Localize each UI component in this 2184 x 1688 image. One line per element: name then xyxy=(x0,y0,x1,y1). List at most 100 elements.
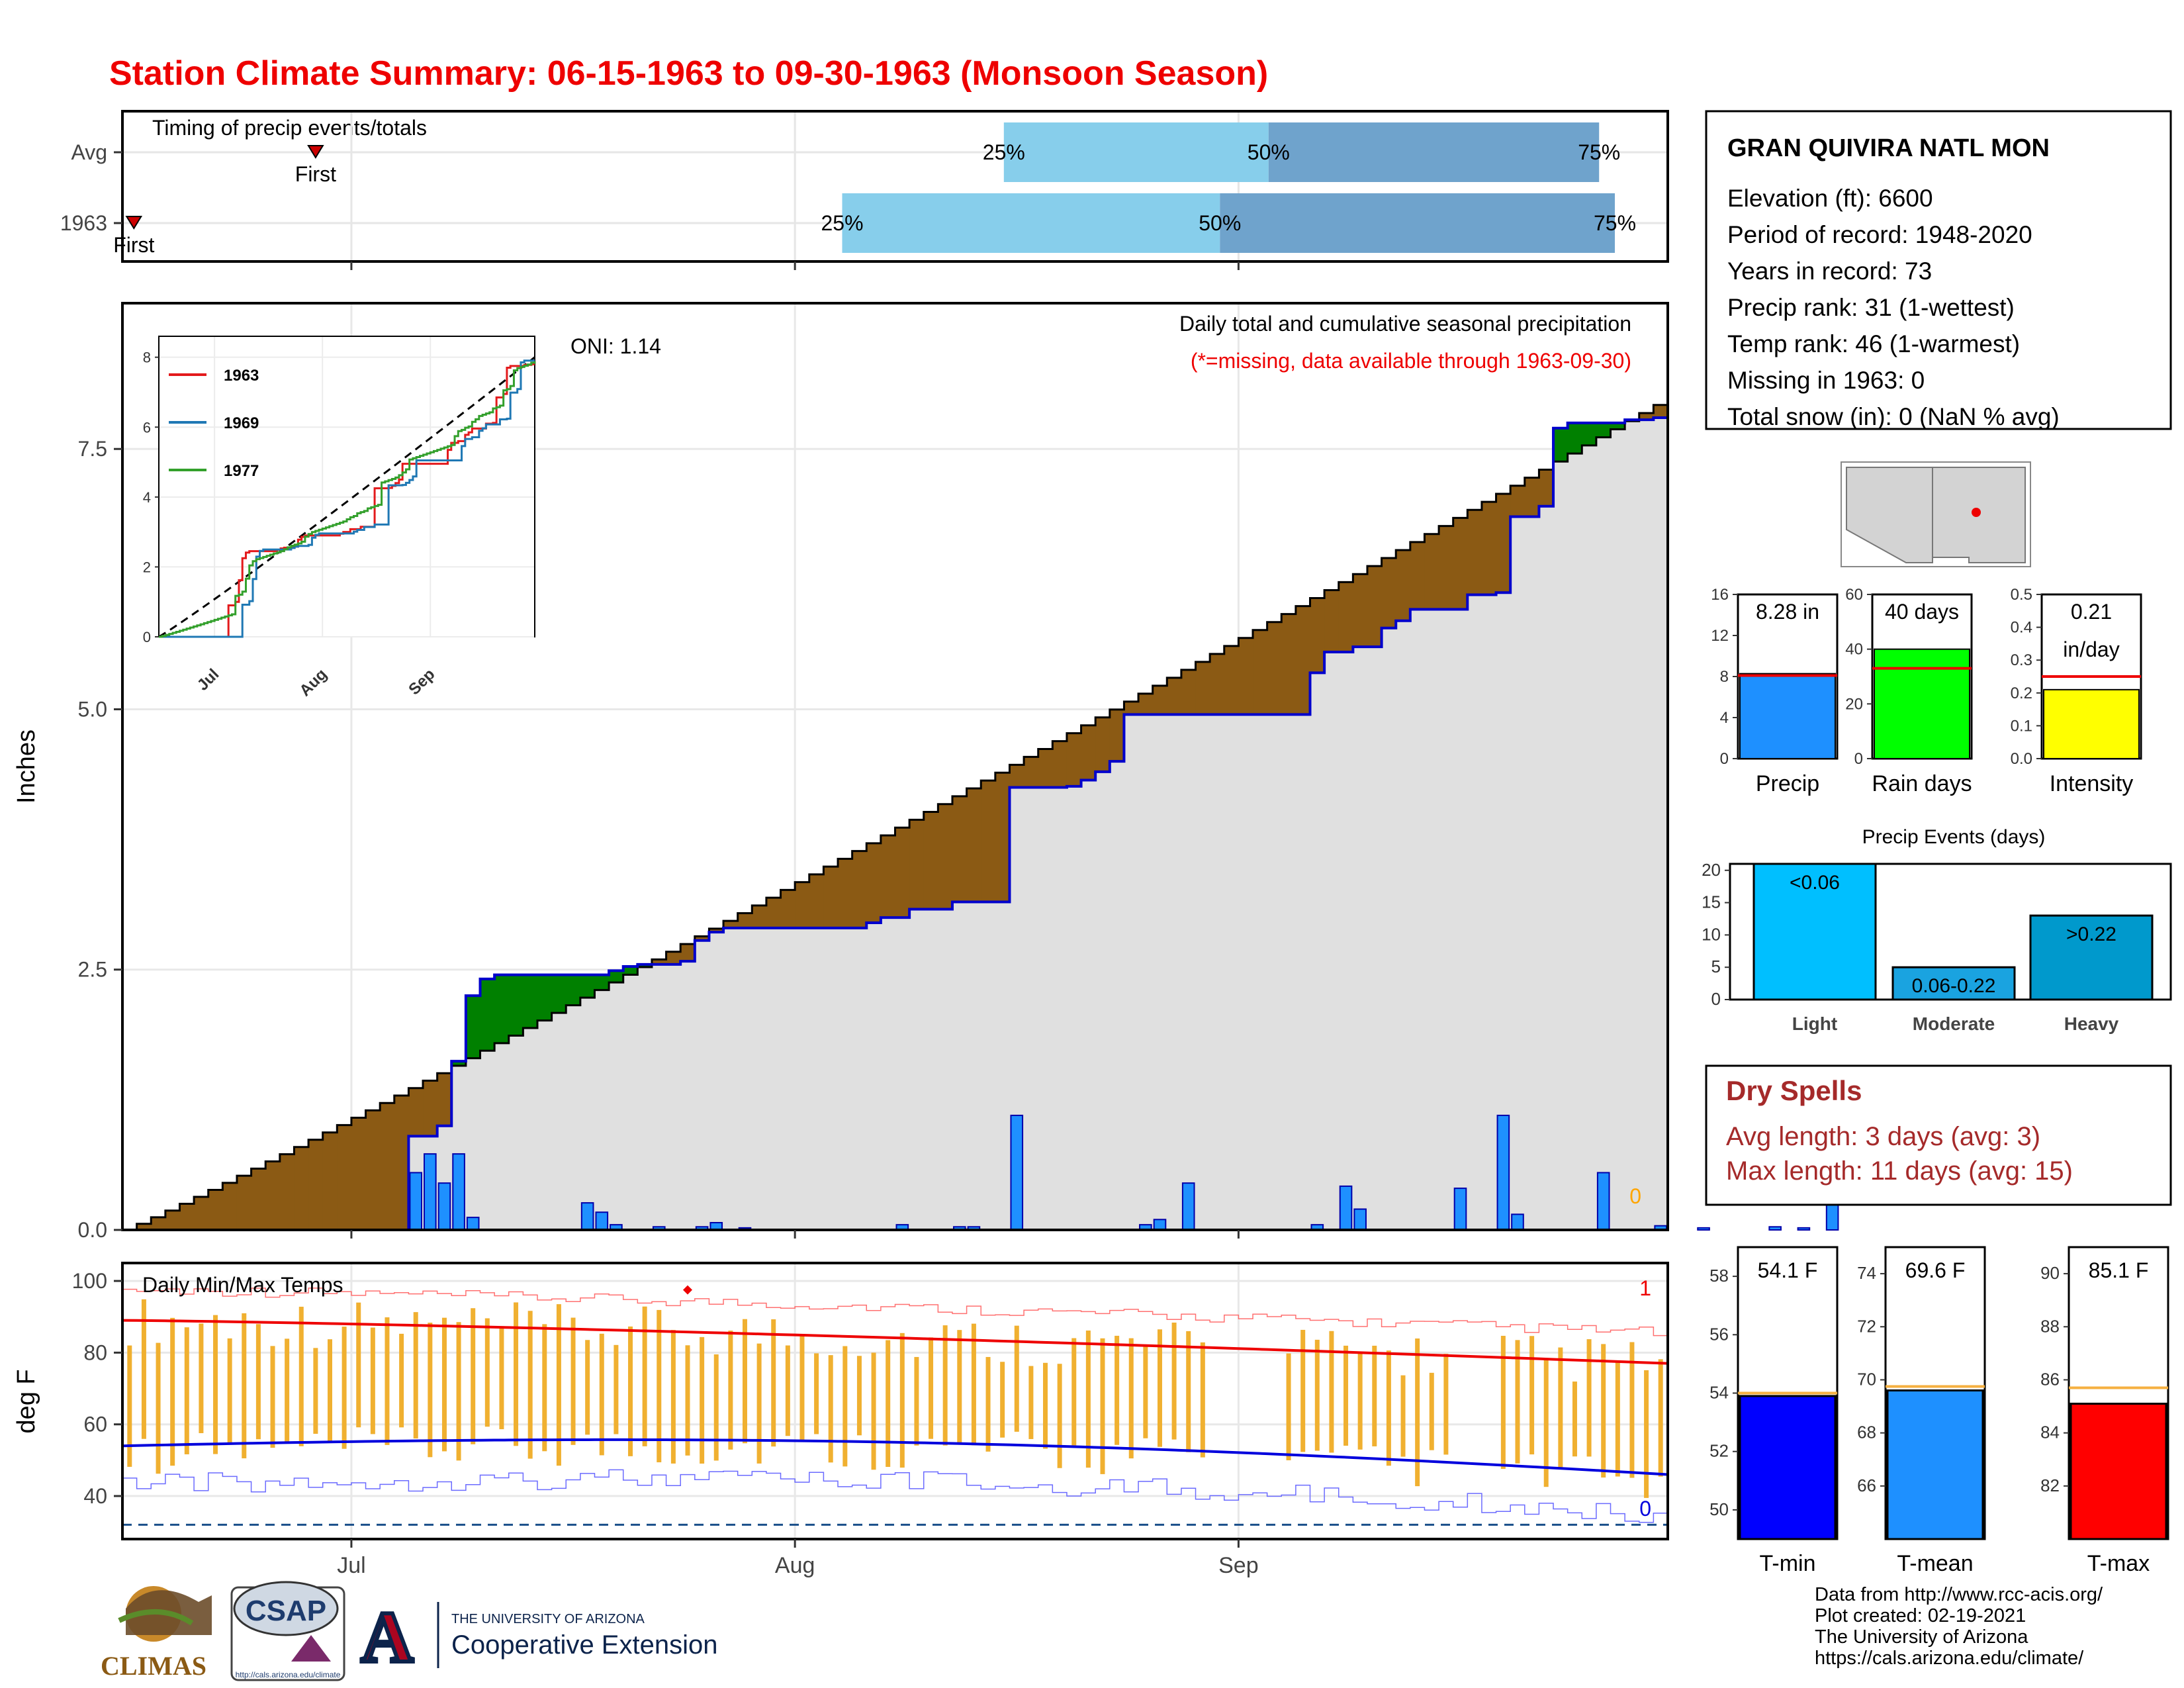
timing-bar-25-50 xyxy=(842,193,1220,253)
daily-temp-range-bar xyxy=(856,1356,862,1436)
avg-cumulative-area xyxy=(122,397,1668,1231)
above-avg-area xyxy=(580,974,595,998)
temp-bar-y-tick-label: 90 xyxy=(2040,1263,2060,1283)
below-avg-area xyxy=(1310,598,1325,673)
temps-background xyxy=(122,1263,1668,1539)
below-avg-area xyxy=(1081,725,1096,780)
daily-temp-range-bar xyxy=(184,1327,189,1454)
below-avg-area xyxy=(1066,733,1082,786)
daily-temp-range-bar xyxy=(1028,1366,1034,1439)
below-avg-area xyxy=(1481,502,1497,595)
inset-legend-label: 1977 xyxy=(224,462,259,480)
daily-temp-range-bar xyxy=(1071,1338,1077,1446)
above-avg-area xyxy=(1610,422,1625,430)
daily-precip-bar xyxy=(409,1172,423,1231)
daily-temp-range-bar xyxy=(399,1333,404,1428)
below-avg-area xyxy=(823,867,839,928)
daily-precip-bar xyxy=(580,1202,594,1231)
station-info-line: Total snow (in): 0 (NaN % avg) xyxy=(1727,403,2060,430)
below-avg-area xyxy=(1152,685,1167,715)
below-avg-area xyxy=(723,921,739,928)
timing-p75-label: 75% xyxy=(1578,140,1620,164)
daily-precip-bar xyxy=(437,1182,451,1231)
summary-y-tick-label: 0.0 xyxy=(2011,750,2032,768)
summary-bar-value-unit: in/day xyxy=(2063,637,2119,661)
summary-y-tick-label: 0.2 xyxy=(2011,684,2032,702)
daily-temp-range-bar xyxy=(1572,1382,1577,1457)
temp-bar-value-text: 85.1 F xyxy=(2089,1258,2149,1282)
below-avg-area xyxy=(222,1182,238,1230)
daily-temp-range-bar xyxy=(886,1340,891,1467)
below-avg-area xyxy=(795,882,810,928)
temp-bar-y-tick-label: 56 xyxy=(1709,1324,1729,1344)
below-avg-area xyxy=(1038,749,1053,788)
below-avg-area xyxy=(651,959,667,964)
daily-temp-range-bar xyxy=(985,1356,991,1452)
timing-bar-50-75 xyxy=(1268,122,1600,182)
temps-frame xyxy=(121,1262,1669,1540)
below-avg-area xyxy=(1224,645,1239,715)
below-avg-area xyxy=(766,898,782,928)
summary-bar-Intensity xyxy=(2043,688,2140,759)
daily-temp-range-bar xyxy=(1115,1335,1120,1445)
csap-mountain-icon xyxy=(291,1635,331,1662)
figure-title: Station Climate Summary: 06-15-1963 to 0… xyxy=(109,54,1268,93)
daily-temp-range-bar xyxy=(471,1308,476,1444)
below-avg-area xyxy=(1424,534,1439,610)
climas-logo: CLIMAS xyxy=(101,1586,212,1681)
precip-y-tick-label: 0.0 xyxy=(78,1218,107,1242)
daily-temp-range-bar xyxy=(1443,1354,1449,1455)
station-info-line: Temp rank: 46 (1-warmest) xyxy=(1727,330,2020,357)
daily-precip-bar xyxy=(424,1153,437,1231)
precip-frame xyxy=(121,302,1669,1231)
below-avg-area xyxy=(1524,477,1539,517)
daily-temp-range-bar xyxy=(255,1324,261,1440)
daily-temp-range-bar xyxy=(1515,1340,1520,1464)
timing-panel: Timing of precip events/totals Avg 25% 50%… xyxy=(60,110,1981,270)
daily-temp-range-bar xyxy=(1171,1322,1177,1440)
inset-y-tick-label: 4 xyxy=(143,489,151,506)
daily-temp-range-bar xyxy=(570,1317,576,1445)
above-avg-area xyxy=(637,964,653,967)
below-avg-area xyxy=(1052,741,1068,788)
event-category-label: Light xyxy=(1792,1013,1837,1034)
below-avg-area xyxy=(308,1139,324,1230)
daily-temp-range-bar xyxy=(1314,1339,1320,1451)
summary-y-tick-label: 0.5 xyxy=(2011,586,2032,604)
below-avg-area xyxy=(1009,765,1024,788)
summary-y-tick-label: 20 xyxy=(1845,695,1863,713)
below-avg-area xyxy=(780,890,796,928)
ua-logo-big-text: Cooperative Extension xyxy=(451,1630,717,1660)
above-avg-area xyxy=(508,974,523,1036)
below-avg-area xyxy=(809,874,824,928)
inset-y-tick-label: 6 xyxy=(143,419,151,436)
daily-temp-range-bar xyxy=(413,1312,418,1439)
map-state-arizona xyxy=(1846,467,1933,563)
daily-temp-range-bar xyxy=(628,1326,633,1456)
daily-temp-range-bar xyxy=(728,1331,733,1450)
inset-avg-line xyxy=(158,356,535,638)
below-avg-area xyxy=(408,1088,424,1137)
below-avg-area xyxy=(394,1096,409,1230)
below-avg-area xyxy=(1653,404,1668,418)
below-avg-area xyxy=(680,944,696,962)
event-category-label: Moderate xyxy=(1913,1013,1995,1034)
summary-bar-value-text: 0.21 xyxy=(2071,600,2112,624)
below-avg-area xyxy=(1210,653,1225,715)
daily-temp-range-bar xyxy=(527,1311,533,1459)
summary-bar-Rain days xyxy=(1874,648,1970,760)
university-of-arizona-logo: A THE UNIVERSITY OF ARIZONA Cooperative … xyxy=(359,1595,717,1679)
below-avg-area xyxy=(1439,526,1454,610)
precip-chart-title: Daily total and cumulative seasonal prec… xyxy=(1179,312,1631,336)
daily-precip-bar xyxy=(595,1211,609,1231)
below-avg-area xyxy=(995,773,1010,902)
below-avg-area xyxy=(294,1147,309,1230)
below-avg-area xyxy=(1338,582,1353,652)
precip-y-tick-label: 2.5 xyxy=(78,958,107,982)
locator-map xyxy=(1841,461,2031,567)
temps-panel: Daily Min/Max Temps 1 0 deg F 406080100 … xyxy=(13,1262,1669,1578)
station-info-line: Period of record: 1948-2020 xyxy=(1727,221,2032,248)
daily-temp-range-bar xyxy=(499,1327,504,1430)
daily-temp-range-bar xyxy=(542,1324,547,1452)
